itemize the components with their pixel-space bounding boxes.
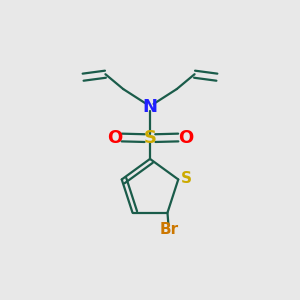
Text: N: N	[142, 98, 158, 116]
Text: S: S	[143, 129, 157, 147]
Text: Br: Br	[159, 221, 178, 236]
Text: O: O	[178, 128, 193, 146]
Text: S: S	[181, 171, 192, 186]
Text: O: O	[107, 128, 122, 146]
